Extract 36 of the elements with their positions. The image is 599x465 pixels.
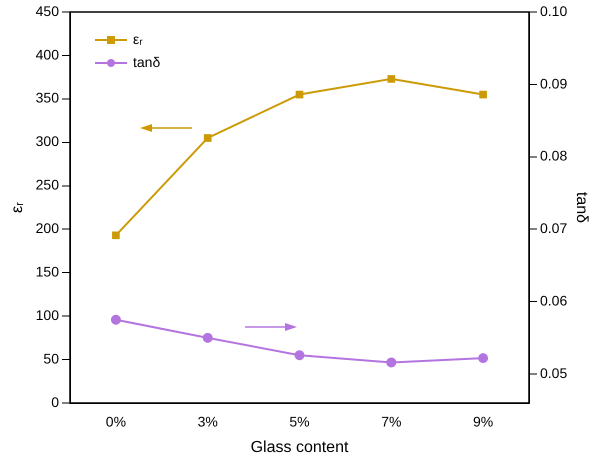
- y-tick-label: 200: [36, 220, 60, 236]
- point: [387, 75, 396, 83]
- y-tick-label: 0: [51, 394, 60, 410]
- y2-tick-label: 0.05: [540, 364, 568, 381]
- y-tick-label: 350: [36, 90, 60, 106]
- y-tick-label: 450: [36, 2, 60, 19]
- x-tick-label: 0%: [106, 413, 126, 430]
- point: [110, 314, 121, 325]
- y2-tick-label: 0.06: [540, 292, 568, 308]
- y-tick-label: 300: [36, 133, 60, 150]
- legend-label: tanδ: [133, 54, 160, 70]
- legend-label: εᵣ: [133, 30, 144, 47]
- point: [202, 332, 213, 343]
- y-tick-label: 100: [36, 306, 60, 323]
- y2-tick-label: 0.10: [540, 2, 568, 19]
- y-tick-label: 250: [36, 176, 60, 193]
- y-tick-label: 50: [43, 350, 60, 366]
- x-tick-label: 3%: [198, 413, 218, 430]
- y2-tick-label: 0.09: [540, 75, 568, 92]
- x-tick-label: 5%: [289, 413, 310, 430]
- point: [112, 231, 120, 240]
- y-tick-label: 150: [36, 264, 60, 280]
- y-axis-title: εᵣ: [9, 202, 26, 213]
- y2-axis-title: tanδ: [572, 192, 590, 224]
- y2-tick-label: 0.08: [540, 148, 568, 164]
- x-tick-label: 9%: [472, 413, 494, 430]
- point: [479, 90, 487, 98]
- y-tick-label: 400: [36, 46, 60, 62]
- point: [294, 350, 304, 360]
- point: [386, 357, 396, 368]
- y2-tick-label: 0.07: [540, 220, 568, 236]
- x-tick-label: 7%: [381, 413, 402, 430]
- point: [478, 353, 488, 364]
- x-axis-title: Glass content: [250, 438, 349, 456]
- point: [204, 134, 212, 142]
- point: [296, 90, 304, 98]
